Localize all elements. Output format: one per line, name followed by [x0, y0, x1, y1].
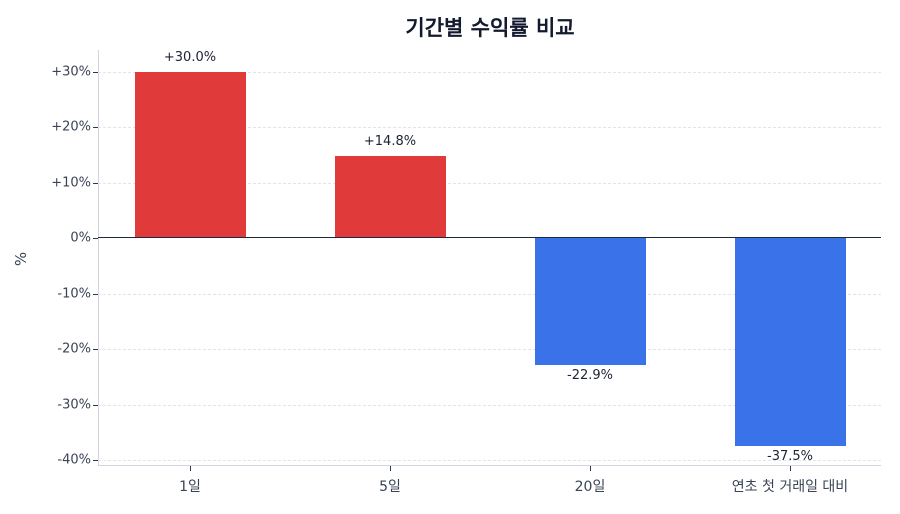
x-tick: [390, 466, 391, 471]
x-tick: [190, 466, 191, 471]
x-tick-label: 연초 첫 거래일 대비: [731, 479, 849, 495]
y-tick: [93, 71, 98, 73]
y-axis-label: %: [12, 251, 31, 267]
bar-1: [334, 155, 446, 238]
gridline: [98, 71, 881, 73]
x-tick: [590, 466, 591, 471]
y-tick-label: +30%: [51, 64, 91, 79]
y-tick-label: +20%: [51, 119, 91, 135]
x-axis-line: [98, 465, 881, 466]
y-tick: [93, 182, 98, 184]
bar-0: [134, 71, 246, 238]
gridline: [98, 404, 881, 406]
gridline: [98, 349, 881, 350]
chart-title: 기간별 수익률 비교: [405, 16, 575, 40]
y-tick: [93, 404, 98, 406]
y-tick: [93, 460, 98, 461]
bar-2: [534, 238, 646, 366]
bar-value-label: -22.9%: [567, 368, 613, 384]
y-tick-label: 0%: [70, 230, 91, 246]
x-tick-label: 20일: [574, 479, 606, 495]
y-tick-label: -20%: [57, 341, 91, 357]
y-tick-label: -10%: [57, 286, 91, 301]
bar-value-label: -37.5%: [767, 449, 813, 465]
y-tick-label: +10%: [51, 175, 91, 190]
plot-area: +30% +20% +10% 0% -10% -20% -30% -40% +30.0% 1일 +1…: [51, 49, 881, 495]
y-tick: [93, 127, 98, 128]
y-tick-label: -40%: [57, 452, 91, 468]
gridline: [98, 460, 881, 461]
y-tick: [93, 238, 98, 239]
bar-value-label: +30.0%: [163, 49, 217, 65]
gridline: [98, 127, 881, 128]
x-tick: [790, 466, 791, 471]
zero-line: [98, 237, 881, 238]
bar-value-label: +14.8%: [363, 133, 417, 149]
y-tick: [93, 349, 98, 350]
bar-3: [734, 238, 846, 447]
y-tick: [93, 293, 98, 295]
y-tick-label: -30%: [57, 397, 91, 412]
x-tick-label: 1일: [179, 479, 201, 495]
gridline: [98, 293, 881, 295]
x-tick-label: 5일: [379, 479, 401, 495]
y-axis-line: [98, 50, 99, 466]
gridline: [98, 182, 881, 184]
